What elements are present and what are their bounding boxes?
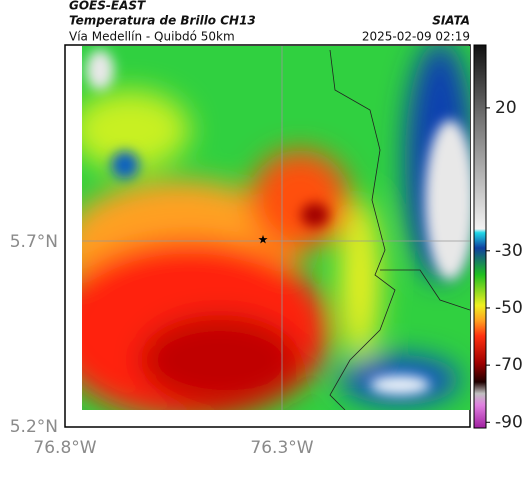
colorbar-tick-label: 20 (495, 98, 517, 118)
region: Vía Medellín - Quibdó 50km (69, 30, 235, 44)
svg-text:★: ★ (258, 233, 269, 247)
lon-label: 76.8°W (33, 438, 96, 458)
datetime: 2025-02-09 02:19 (362, 30, 470, 44)
title: GOES-EAST (69, 0, 146, 13)
lat-label: 5.7°N (10, 232, 58, 252)
colorbar (473, 44, 487, 429)
colorbar-tick-label: -30 (495, 241, 523, 261)
colorbar-tick-label: -90 (495, 412, 523, 432)
satellite-image: ★ (82, 46, 470, 410)
source: SIATA (432, 14, 470, 28)
colorbar-tick-label: -50 (495, 298, 523, 318)
lon-label: 76.3°W (250, 438, 313, 458)
colorbar-tick-label: -70 (495, 355, 523, 375)
lat-label: 5.2°N (10, 417, 58, 437)
subtitle: Temperatura de Brillo CH13 (69, 14, 256, 28)
